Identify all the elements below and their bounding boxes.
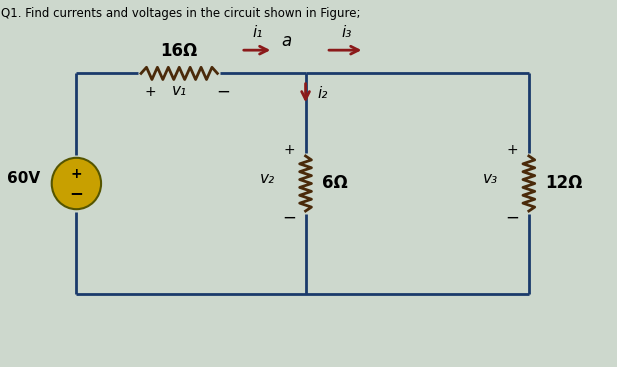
Text: +: + bbox=[70, 167, 82, 181]
Text: −: − bbox=[282, 208, 296, 226]
Text: −: − bbox=[217, 83, 230, 101]
Text: Q1. Find currents and voltages in the circuit shown in Figure;: Q1. Find currents and voltages in the ci… bbox=[1, 7, 360, 20]
Text: v₃: v₃ bbox=[483, 171, 499, 186]
Text: v₁: v₁ bbox=[172, 83, 187, 98]
Text: −: − bbox=[70, 184, 83, 202]
Text: v₂: v₂ bbox=[260, 171, 275, 186]
Text: 60V: 60V bbox=[7, 171, 40, 186]
Text: +: + bbox=[144, 85, 155, 99]
Text: i₃: i₃ bbox=[341, 25, 352, 40]
Text: 12Ω: 12Ω bbox=[545, 174, 582, 193]
Text: +: + bbox=[283, 143, 295, 157]
Text: i₁: i₁ bbox=[252, 25, 263, 40]
Text: +: + bbox=[507, 143, 518, 157]
Text: 16Ω: 16Ω bbox=[160, 42, 198, 60]
Text: 6Ω: 6Ω bbox=[322, 174, 348, 193]
Text: a: a bbox=[281, 32, 292, 50]
Circle shape bbox=[52, 158, 101, 209]
Text: −: − bbox=[505, 208, 520, 226]
Text: i₂: i₂ bbox=[317, 86, 328, 101]
